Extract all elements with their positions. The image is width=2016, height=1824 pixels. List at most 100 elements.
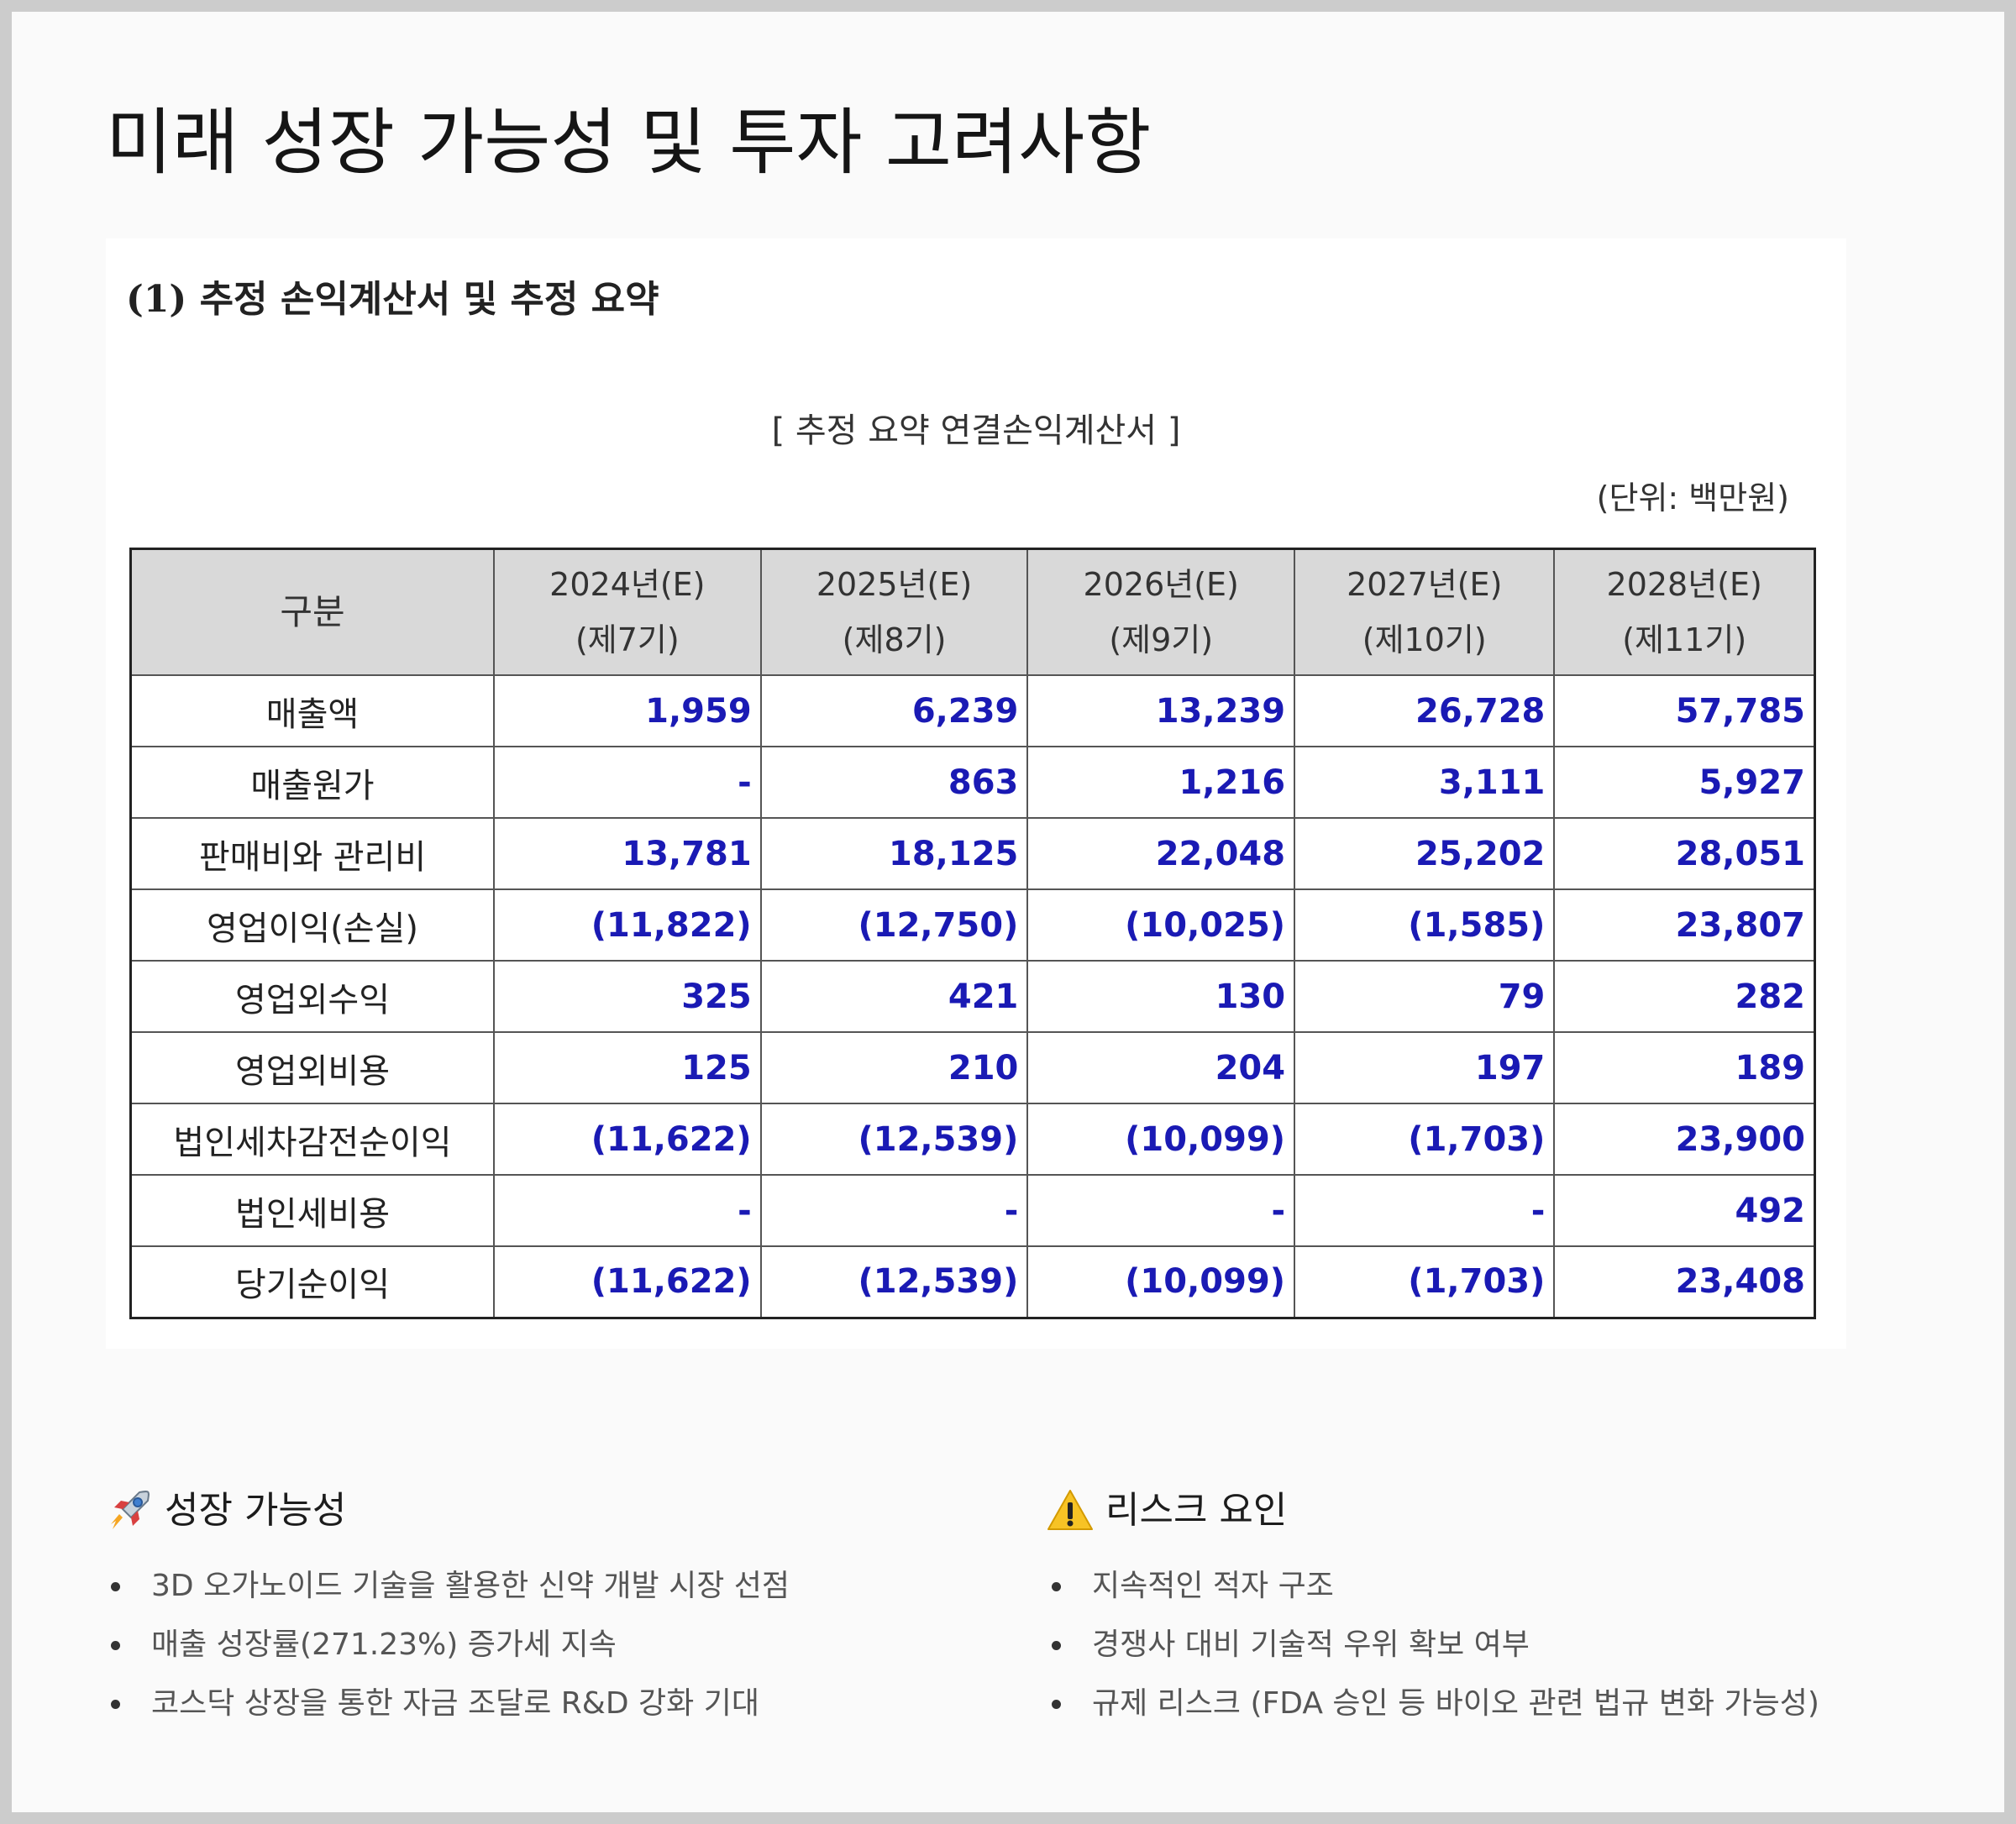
table-cell: 492	[1553, 1174, 1816, 1247]
column-header: 2028년(E) (제11기)	[1553, 548, 1816, 676]
growth-list: 3D 오가노이드 기술을 활용한 신약 개발 시장 선점 매출 성장률(271.…	[106, 1557, 946, 1733]
income-statement-table: 구분 2024년(E) (제7기) 2025년(E) (제8기) 2026년(E…	[129, 548, 1816, 1319]
table-cell: (12,539)	[759, 1103, 1029, 1176]
bullet-icon	[1052, 1700, 1061, 1709]
column-header: 2024년(E) (제7기)	[493, 548, 762, 676]
list-item: 경쟁사 대비 기술적 우위 확보 여부	[1047, 1616, 1887, 1675]
bullet-icon	[1052, 1582, 1061, 1591]
table-cell: 325	[493, 960, 762, 1033]
bullet-icon	[111, 1582, 120, 1591]
row-label: 매출액	[129, 674, 495, 747]
table-cell: (10,099)	[1026, 1245, 1296, 1318]
table-cell: 23,807	[1553, 888, 1816, 962]
list-item: 규제 리스크 (FDA 승인 등 바이오 관련 법규 변화 가능성)	[1047, 1675, 1887, 1733]
table-cell: 421	[759, 960, 1029, 1033]
page-title: 미래 성장 가능성 및 투자 고려사항	[106, 101, 1152, 185]
row-label: 당기순이익	[129, 1245, 495, 1318]
table-cell: 3,111	[1294, 746, 1556, 819]
column-header: 2025년(E) (제8기)	[759, 548, 1029, 676]
table-cell: (12,539)	[759, 1245, 1029, 1318]
table-cell: 5,927	[1553, 746, 1816, 819]
table-cell: 204	[1026, 1031, 1296, 1104]
table-row: 영업이익(손실) (11,822) (12,750) (10,025) (1,5…	[129, 888, 1816, 962]
table-cell: 210	[759, 1031, 1029, 1104]
list-item-text: 매출 성장률(271.23%) 증가세 지속	[151, 1627, 617, 1662]
growth-heading: 성장 가능성	[165, 1489, 347, 1532]
table-cell: -	[493, 1174, 762, 1247]
doc-subtitle: [ 추정 요약 연결손익계산서 ]	[771, 411, 1181, 450]
table-cell: 197	[1294, 1031, 1556, 1104]
table-cell: 1,216	[1026, 746, 1296, 819]
risk-heading: 리스크 요인	[1105, 1489, 1288, 1532]
table-cell: 282	[1553, 960, 1816, 1033]
doc-heading: (1) 추정 손익계산서 및 추정 요약	[126, 278, 659, 321]
list-item: 지속적인 적자 구조	[1047, 1557, 1887, 1616]
table-cell: 23,408	[1553, 1245, 1816, 1318]
column-year: 2028년(E)	[1606, 566, 1762, 603]
risk-list: 지속적인 적자 구조 경쟁사 대비 기술적 우위 확보 여부 규제 리스크 (F…	[1047, 1557, 1887, 1733]
list-item-text: 경쟁사 대비 기술적 우위 확보 여부	[1092, 1627, 1530, 1662]
page: 미래 성장 가능성 및 투자 고려사항 (1) 추정 손익계산서 및 추정 요약…	[12, 12, 2004, 1812]
bullet-icon	[111, 1700, 120, 1709]
table-cell: 130	[1026, 960, 1296, 1033]
table-row: 판매비와 관리비 13,781 18,125 22,048 25,202 28,…	[129, 817, 1816, 890]
column-period: (제11기)	[1622, 621, 1747, 658]
risk-section: 리스크 요인 지속적인 적자 구조 경쟁사 대비 기술적 우위 확보 여부 규제…	[1047, 1481, 1887, 1733]
table-row: 영업외수익 325 421 130 79 282	[129, 960, 1816, 1033]
column-header: 2027년(E) (제10기)	[1294, 548, 1556, 676]
table-cell: (11,622)	[493, 1103, 762, 1176]
row-label: 영업외수익	[129, 960, 495, 1033]
column-period: (제9기)	[1109, 621, 1214, 658]
table-header-row: 구분 2024년(E) (제7기) 2025년(E) (제8기) 2026년(E…	[129, 548, 1816, 676]
column-header: 2026년(E) (제9기)	[1026, 548, 1296, 676]
row-label: 매출원가	[129, 746, 495, 819]
table-cell: 189	[1553, 1031, 1816, 1104]
table-corner-header: 구분	[129, 548, 495, 676]
table-cell: -	[493, 746, 762, 819]
table-cell: (1,703)	[1294, 1245, 1556, 1318]
growth-section: 성장 가능성 3D 오가노이드 기술을 활용한 신약 개발 시장 선점 매출 성…	[106, 1481, 946, 1733]
table-cell: 18,125	[759, 817, 1029, 890]
table-cell: (10,099)	[1026, 1103, 1296, 1176]
table-cell: 23,900	[1553, 1103, 1816, 1176]
column-year: 2027년(E)	[1347, 566, 1503, 603]
column-period: (제7기)	[575, 621, 680, 658]
column-period: (제8기)	[842, 621, 947, 658]
list-item: 코스닥 상장을 통한 자금 조달로 R&D 강화 기대	[106, 1675, 946, 1733]
table-cell: 22,048	[1026, 817, 1296, 890]
table-cell: -	[1026, 1174, 1296, 1247]
table-cell: 79	[1294, 960, 1556, 1033]
table-cell: 26,728	[1294, 674, 1556, 747]
row-label: 영업외비용	[129, 1031, 495, 1104]
list-item-text: 3D 오가노이드 기술을 활용한 신약 개발 시장 선점	[151, 1569, 790, 1603]
rocket-icon	[106, 1487, 153, 1534]
table-row: 영업외비용 125 210 204 197 189	[129, 1031, 1816, 1104]
list-item-text: 규제 리스크 (FDA 승인 등 바이오 관련 법규 변화 가능성)	[1092, 1686, 1819, 1721]
table-cell: (11,622)	[493, 1245, 762, 1318]
doc-unit-label: (단위: 백만원)	[1596, 480, 1789, 516]
table-cell: 13,781	[493, 817, 762, 890]
table-cell: 125	[493, 1031, 762, 1104]
list-item: 매출 성장률(271.23%) 증가세 지속	[106, 1616, 946, 1675]
list-item-text: 코스닥 상장을 통한 자금 조달로 R&D 강화 기대	[151, 1686, 759, 1721]
table-cell: 6,239	[759, 674, 1029, 747]
table-cell: 25,202	[1294, 817, 1556, 890]
table-row: 매출액 1,959 6,239 13,239 26,728 57,785	[129, 674, 1816, 747]
table-cell: (1,703)	[1294, 1103, 1556, 1176]
table-row: 법인세비용 - - - - 492	[129, 1174, 1816, 1247]
table-cell: (10,025)	[1026, 888, 1296, 962]
table-row: 매출원가 - 863 1,216 3,111 5,927	[129, 746, 1816, 819]
risk-heading-row: 리스크 요인	[1047, 1481, 1887, 1540]
table-row: 법인세차감전순이익 (11,622) (12,539) (10,099) (1,…	[129, 1103, 1816, 1176]
table-cell: 13,239	[1026, 674, 1296, 747]
table-cell: (12,750)	[759, 888, 1029, 962]
row-label: 판매비와 관리비	[129, 817, 495, 890]
warning-icon	[1047, 1487, 1094, 1534]
table-cell: -	[759, 1174, 1029, 1247]
table-cell: 863	[759, 746, 1029, 819]
column-period: (제10기)	[1362, 621, 1487, 658]
bullet-icon	[1052, 1641, 1061, 1650]
table-cell: 1,959	[493, 674, 762, 747]
table-cell: (1,585)	[1294, 888, 1556, 962]
table-cell: 57,785	[1553, 674, 1816, 747]
